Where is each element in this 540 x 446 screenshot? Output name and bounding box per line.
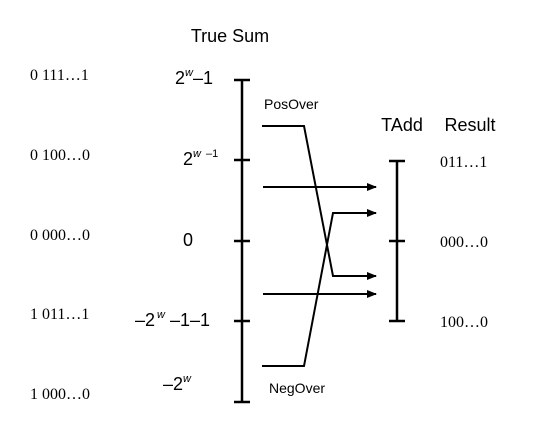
- true-sum-min-label: –2w: [163, 373, 192, 394]
- true-sum-max-label: 2w–1: [175, 67, 213, 88]
- true-sum-header: True Sum: [191, 26, 269, 46]
- true-sum-neg-half-label: –2 w –1–1: [135, 309, 210, 330]
- bit-pattern-label: 0 111…1: [30, 67, 89, 84]
- bit-pattern-label: 1 000…0: [30, 386, 90, 403]
- result-header: Result: [444, 115, 495, 135]
- pos-overflow-arrow: [262, 125, 377, 280]
- bit-pattern-label: 0 000…0: [30, 227, 90, 244]
- result-label: 011…1: [440, 154, 487, 171]
- neg-overflow-arrow: [262, 209, 377, 367]
- neg-over-label: NegOver: [269, 380, 325, 396]
- result-label: 100…0: [440, 314, 488, 331]
- tadd-header: TAdd: [381, 115, 423, 135]
- pos-over-label: PosOver: [264, 96, 319, 112]
- true-sum-pos-half-label: 2w –1: [183, 148, 218, 169]
- result-label: 000…0: [440, 234, 488, 251]
- true-sum-zero-label: 0: [183, 230, 193, 250]
- bit-pattern-label: 1 011…1: [30, 306, 89, 323]
- bit-pattern-label: 0 100…0: [30, 147, 90, 164]
